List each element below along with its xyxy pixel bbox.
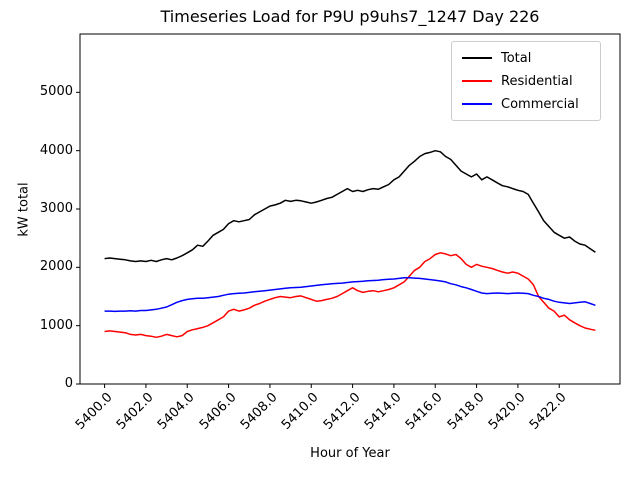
y-tick-label: 5000 (39, 84, 73, 100)
legend-line-sample-total-icon (462, 57, 492, 59)
x-axis-label: Hour of Year (310, 446, 390, 461)
legend: Total Residential Commercial (451, 41, 601, 121)
series-line-commercial (104, 277, 596, 313)
y-tick-label: 1000 (39, 317, 73, 333)
chart-title: Timeseries Load for P9U p9uhs7_1247 Day … (160, 7, 540, 26)
series-line-total (104, 149, 596, 263)
y-tick-label: 3000 (39, 201, 73, 216)
legend-line-sample-residential-icon (462, 80, 492, 82)
legend-label-total: Total (501, 50, 532, 66)
y-tick-label: 4000 (39, 142, 73, 158)
legend-line-sample-commercial-icon (462, 103, 492, 105)
legend-item-commercial: Commercial (462, 95, 590, 113)
legend-item-residential: Residential (462, 72, 590, 90)
legend-label-commercial: Commercial (501, 96, 579, 112)
y-tick-label: 2000 (39, 259, 73, 275)
legend-label-residential: Residential (501, 73, 573, 89)
y-tick-label: 0 (64, 376, 73, 391)
series-line-residential (104, 252, 596, 339)
legend-item-total: Total (462, 49, 590, 67)
